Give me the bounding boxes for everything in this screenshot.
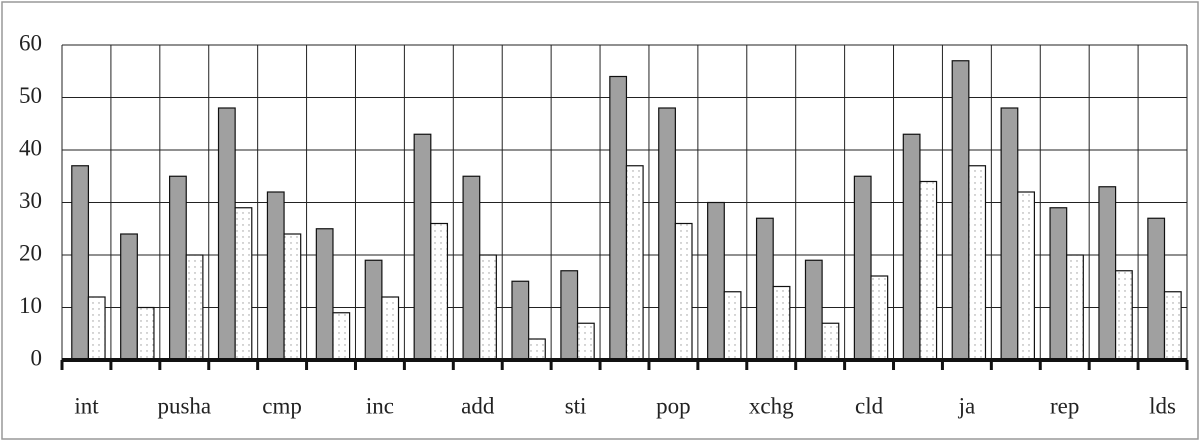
y-tick-label: 60 (19, 30, 42, 55)
y-tick-label: 10 (19, 293, 42, 318)
bar (315, 228, 334, 361)
bar (1163, 291, 1182, 361)
y-tick-label: 50 (19, 83, 42, 108)
bar (169, 175, 187, 361)
x-tick-label: inc (366, 393, 394, 418)
bar (266, 191, 285, 361)
x-tick-label: rep (1050, 393, 1079, 418)
x-tick-label: ja (958, 393, 976, 418)
bar (87, 296, 106, 361)
bar (283, 233, 302, 361)
x-tick-label: pusha (157, 393, 211, 418)
x-tick-label: add (461, 393, 495, 418)
x-tick-label: xchg (749, 393, 794, 418)
bar (560, 270, 579, 361)
bar (1066, 254, 1084, 361)
bar (1098, 186, 1117, 361)
bar (71, 165, 90, 361)
bar (479, 254, 497, 361)
y-tick-label: 20 (19, 240, 42, 265)
bar (674, 222, 693, 361)
y-tick-label: 30 (19, 188, 42, 213)
bar (853, 175, 872, 361)
bar (658, 107, 676, 361)
y-tick-label: 0 (31, 345, 43, 370)
x-tick-label: cld (855, 393, 884, 418)
bar (951, 60, 970, 361)
bar (625, 165, 644, 361)
bar (430, 222, 449, 361)
bar (364, 259, 383, 361)
bar (919, 180, 938, 361)
bar (462, 175, 481, 361)
bar (381, 296, 400, 361)
bar (723, 291, 742, 361)
bar (185, 254, 204, 361)
y-tick-label: 40 (19, 135, 42, 160)
bar (413, 133, 432, 361)
bar (804, 259, 823, 361)
bar (707, 201, 725, 361)
bar (120, 233, 138, 361)
bar (968, 165, 987, 361)
bar (234, 207, 253, 361)
bar (1000, 107, 1019, 361)
bar (902, 133, 921, 361)
x-tick-label: cmp (262, 393, 302, 418)
bar (332, 312, 351, 361)
bar (511, 280, 530, 361)
bar (1049, 207, 1068, 361)
x-tick-label: lds (1149, 393, 1176, 418)
bar (1114, 270, 1133, 361)
bar (772, 285, 791, 361)
bar (1017, 191, 1035, 361)
bar (217, 107, 236, 361)
bar (576, 322, 595, 361)
x-tick-label: int (74, 393, 99, 418)
bar (1147, 217, 1166, 361)
bar (528, 338, 546, 361)
x-tick-label: pop (656, 393, 691, 418)
bar (136, 306, 155, 361)
bar (755, 217, 774, 361)
bar (609, 75, 628, 361)
bar (821, 322, 840, 361)
x-tick-label: sti (565, 393, 587, 418)
bar (870, 275, 889, 361)
